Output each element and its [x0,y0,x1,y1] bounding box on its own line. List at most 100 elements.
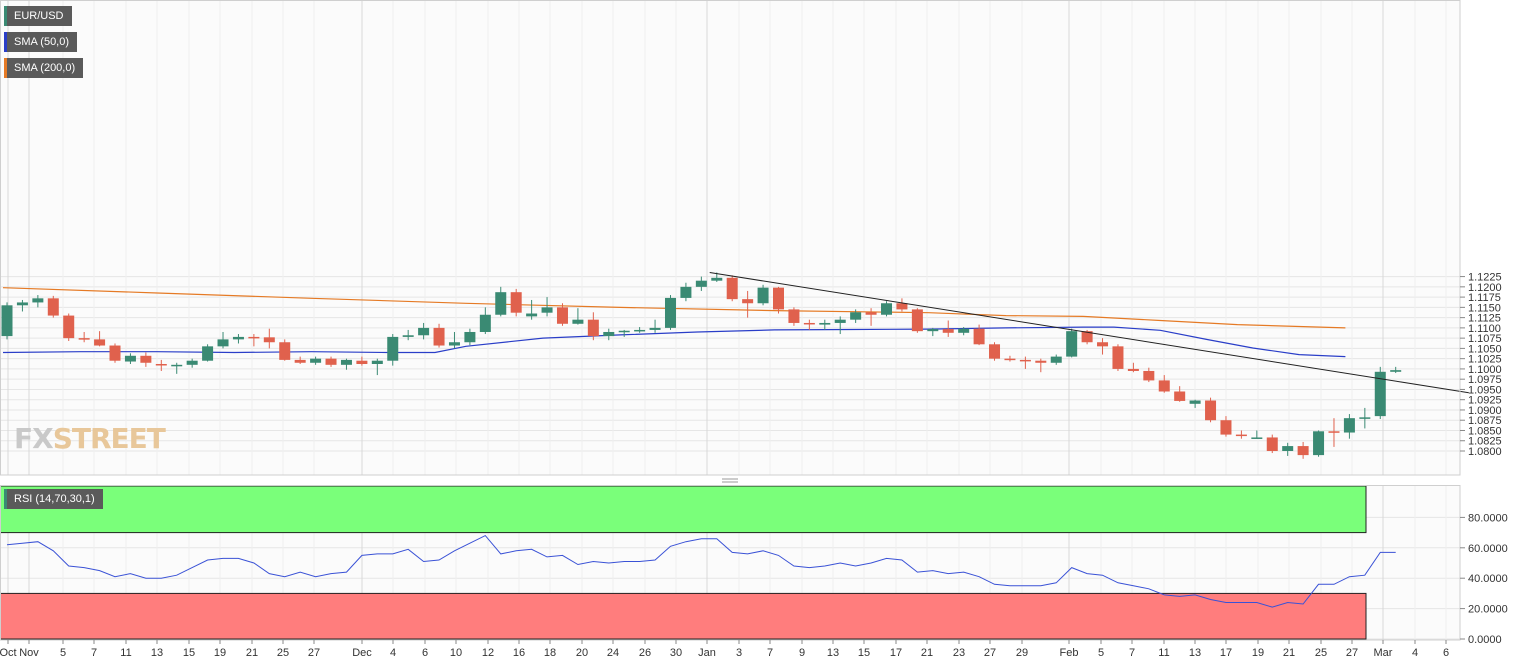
candle-body [1050,356,1062,363]
rsi-line [6,534,1396,608]
candle [1143,367,1155,383]
candle [186,358,198,368]
x-tick-label: 5 [60,647,66,659]
candle [495,286,507,317]
candle-body [911,309,923,332]
x-tick-label: 3 [736,647,742,659]
x-tick-label: Mar [1374,647,1393,659]
candle-body [1297,446,1309,456]
x-tick-label: 27 [984,647,996,659]
x-tick-label: 21 [246,647,258,659]
candle-body [1205,400,1217,421]
candle [479,307,491,335]
candle-body [664,297,676,328]
candle-body [1251,437,1263,439]
candle-body [1328,431,1340,433]
candle [310,356,322,365]
candle [1050,354,1062,365]
candle-body [788,309,800,323]
main-y-tick-label: 1.0925 [1468,395,1502,407]
legend-sma50[interactable]: SMA (50,0) [4,32,78,52]
downtrend-line [709,272,1469,394]
candle-body [757,287,769,304]
candle-body [16,302,28,306]
candle [202,344,214,362]
watermark-part2: STREET [52,422,166,455]
candle [911,308,923,333]
candle [695,276,707,291]
x-tick-label: 21 [1283,647,1295,659]
legend-sma50-swatch [4,32,7,52]
x-tick-label: 21 [921,647,933,659]
candle [881,301,893,317]
candle-body [510,292,522,313]
rsi-panel [0,485,1461,641]
candle [680,282,692,302]
candle-body [526,313,538,317]
candle [340,358,352,370]
candle-body [649,327,661,330]
x-tick-label: 15 [858,647,870,659]
main-y-tick-label: 1.1225 [1468,272,1502,284]
rsi-oversold-zone [0,592,1367,640]
candle [448,331,460,349]
candle [78,331,90,343]
watermark-part1: FX [14,422,54,455]
candle-body [695,280,707,287]
candle [989,342,1001,361]
x-tick-label: 30 [670,647,682,659]
legend-sma200[interactable]: SMA (200,0) [4,58,84,78]
candle-body [587,319,599,337]
candle-body [32,298,44,303]
candle [140,352,152,367]
legend-sma200-label: SMA (200,0) [14,62,76,74]
candle [356,356,368,366]
candle-body [865,312,877,315]
candle-body [371,360,383,364]
candle [1019,356,1031,369]
candle-body [1266,437,1278,451]
x-tick-label: 11 [1158,647,1169,659]
legend-sma200-swatch [4,58,7,78]
candle-body [634,329,646,332]
candle [1158,375,1170,393]
candle-body [1081,331,1093,343]
axes: 1.12251.12001.11751.11501.11251.11001.10… [0,272,1508,659]
candle [1205,397,1217,423]
legend-eurusd[interactable]: EUR/USD [4,6,72,26]
main-y-tick-label: 1.1150 [1468,302,1501,314]
candle [47,295,59,318]
candle-body [572,319,584,324]
main-y-tick-label: 1.1000 [1468,364,1502,376]
x-tick-label: 7 [767,647,773,659]
candle [1390,366,1402,374]
candle [1235,430,1247,439]
x-tick-label: Feb [1060,647,1079,659]
candle [587,312,599,341]
main-y-tick-label: 1.1200 [1468,282,1502,294]
legend-rsi[interactable]: RSI (14,70,30,1) [4,489,103,509]
candle [263,328,275,349]
rsi-y-tick-label: 80.0000 [1468,512,1508,524]
x-tick-label: 25 [1315,647,1327,659]
candle [649,319,661,333]
candle-body [202,346,214,361]
candle [94,331,106,347]
candle-body [819,322,831,325]
legend-eurusd-label: EUR/USD [14,10,64,22]
candle-body [942,329,954,333]
candle-body [464,331,476,343]
main-y-tick-label: 1.0850 [1468,425,1502,437]
main-y-tick-label: 1.1050 [1468,343,1502,355]
x-tick-label: 10 [450,647,462,659]
candle-body [850,312,862,320]
candle [603,328,615,341]
candle-body [310,358,322,363]
main-plot-bg [0,0,1460,475]
candle-body [78,338,90,340]
candle-body [896,303,908,310]
candle-body [1343,418,1355,433]
x-tick-label: 13 [1189,647,1201,659]
